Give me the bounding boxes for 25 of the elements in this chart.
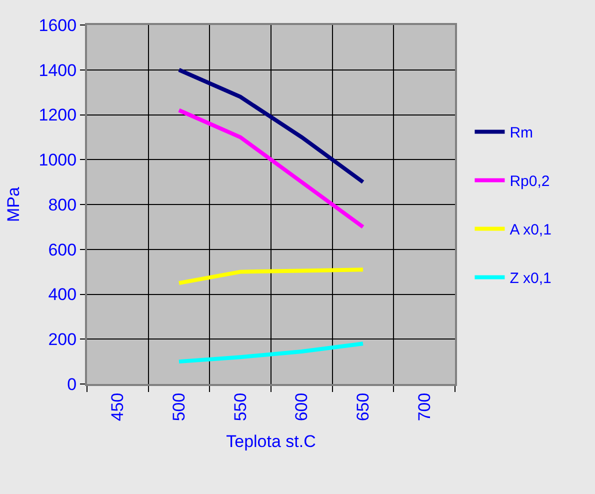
- x-tick-label: 600: [292, 392, 312, 422]
- line-series: [177, 68, 365, 184]
- y-tick-label: 1000: [38, 150, 77, 170]
- legend-label: Rp0,2: [510, 173, 550, 190]
- line-series: [177, 342, 365, 364]
- legend-label: Rm: [510, 124, 534, 142]
- y-tick-label: 1400: [38, 60, 77, 80]
- y-tick-label: 200: [48, 330, 77, 350]
- y-tick-label: 400: [48, 285, 77, 304]
- y-tick-label: 0: [67, 374, 77, 394]
- y-tick-label: 1600: [38, 16, 77, 35]
- y-tick-label: 1200: [38, 106, 77, 125]
- x-tick-label: 650: [354, 392, 373, 422]
- y-axis-title: MPa: [4, 186, 23, 222]
- y-tick-label: 800: [48, 195, 77, 214]
- x-tick-label: 700: [414, 392, 434, 422]
- line-series: [177, 268, 365, 286]
- x-tick-label: 450: [108, 392, 128, 422]
- line-series: [177, 108, 365, 229]
- legend-label: A x0,1: [510, 222, 552, 239]
- x-tick-label: 500: [170, 392, 189, 422]
- x-tick-label: 550: [230, 392, 250, 422]
- y-tick-label: 600: [48, 240, 77, 260]
- x-axis-title: Teplota st.C: [226, 432, 316, 452]
- legend-label: Z x0,1: [510, 270, 552, 288]
